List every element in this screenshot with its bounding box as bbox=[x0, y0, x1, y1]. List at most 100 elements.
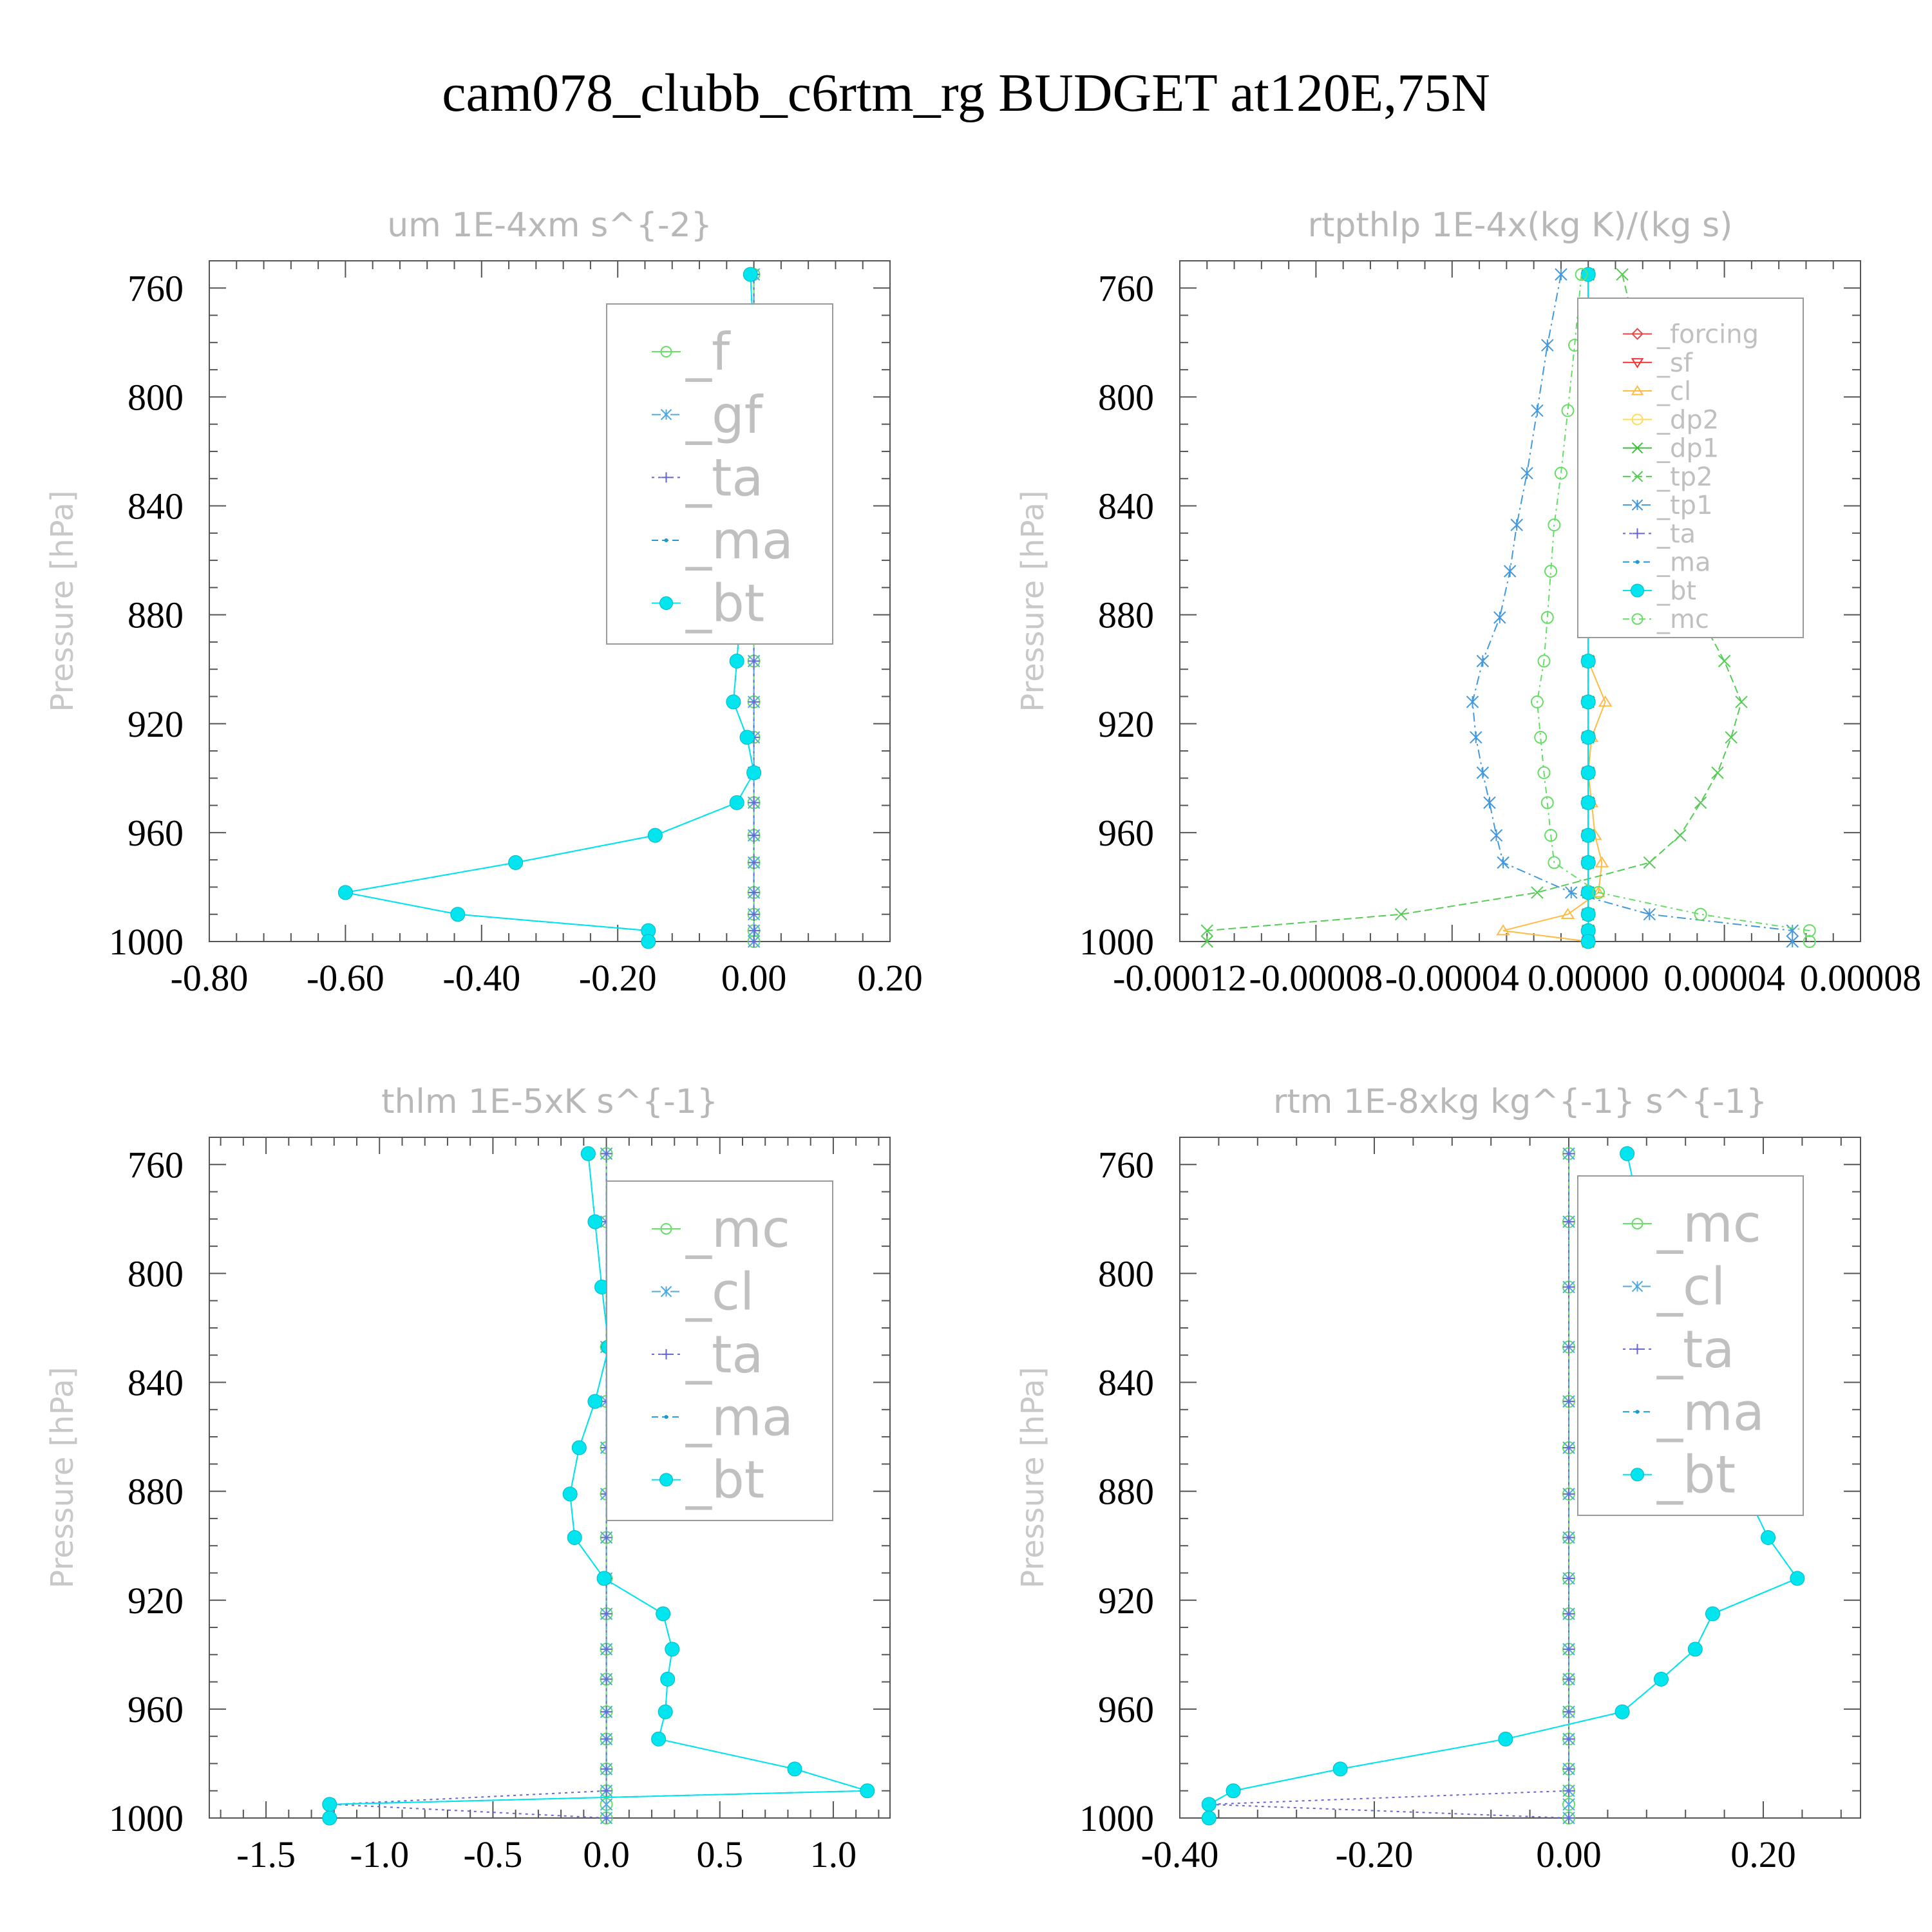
data-point bbox=[1496, 924, 1510, 936]
y-tick-label: 760 bbox=[128, 1144, 184, 1186]
y-tick-label: 1000 bbox=[109, 1797, 184, 1839]
data-point bbox=[567, 1530, 582, 1546]
data-point bbox=[600, 1763, 612, 1775]
data-point bbox=[1548, 856, 1561, 869]
data-point bbox=[1563, 1812, 1575, 1824]
data-point bbox=[1598, 695, 1613, 707]
data-point bbox=[729, 654, 744, 669]
legend-item: _ma bbox=[1623, 548, 1710, 578]
y-tick-label: 1000 bbox=[1079, 921, 1154, 963]
data-point bbox=[1595, 856, 1609, 867]
legend: _f_gf_ta_ma_bt bbox=[606, 303, 833, 645]
legend-label: _ma bbox=[685, 511, 793, 571]
data-point bbox=[1786, 924, 1799, 937]
data-point bbox=[1580, 765, 1596, 781]
legend-label: _ta bbox=[1656, 1320, 1734, 1379]
data-point bbox=[1544, 564, 1558, 578]
data-point bbox=[748, 696, 760, 708]
data-point bbox=[739, 730, 755, 745]
data-point bbox=[1563, 1785, 1575, 1797]
data-point bbox=[748, 908, 760, 920]
data-point bbox=[1332, 1761, 1348, 1777]
y-tick-label: 960 bbox=[1098, 812, 1154, 854]
data-point bbox=[1510, 518, 1523, 531]
x-tick-label: -0.40 bbox=[442, 957, 520, 999]
legend-label: _ma bbox=[685, 1387, 793, 1447]
x-tick-label: 0.00004 bbox=[1663, 957, 1785, 999]
data-point bbox=[748, 936, 760, 947]
data-point bbox=[1476, 654, 1490, 668]
panel-title: um 1E-4xm s^{-2} bbox=[387, 206, 712, 245]
data-point bbox=[748, 857, 760, 869]
data-point bbox=[600, 1531, 612, 1544]
data-point bbox=[1711, 766, 1724, 779]
series-markers-ta bbox=[1203, 1148, 1575, 1824]
y-tick-label: 1000 bbox=[1079, 1797, 1154, 1839]
y-tick-label: 920 bbox=[1098, 703, 1154, 745]
legend-label: _f bbox=[685, 322, 731, 382]
data-point bbox=[1540, 796, 1554, 810]
data-point bbox=[600, 1148, 612, 1160]
legend-label: _gf bbox=[685, 385, 764, 445]
data-point bbox=[1563, 1281, 1575, 1293]
x-tick-label: -1.5 bbox=[236, 1833, 296, 1875]
data-point bbox=[600, 1673, 612, 1685]
legend-item: _f bbox=[652, 322, 731, 382]
data-point bbox=[600, 1733, 612, 1745]
series-line-ta bbox=[1209, 1153, 1569, 1819]
data-point bbox=[1563, 1441, 1575, 1454]
legend-item: _mc bbox=[652, 1199, 790, 1259]
legend-label: _ta bbox=[1656, 519, 1696, 549]
data-point bbox=[580, 1146, 596, 1161]
y-axis-label: Pressure [hPa] bbox=[1015, 490, 1051, 712]
legend-item: _bt bbox=[652, 574, 764, 634]
y-tick-label: 960 bbox=[128, 1689, 184, 1730]
series-markers-ta bbox=[328, 1148, 612, 1824]
panel-1: um 1E-4xm s^{-2} Pressure [hPa] 760 800 840 8… bbox=[44, 206, 923, 999]
data-point bbox=[1674, 829, 1687, 842]
data-point bbox=[1580, 907, 1596, 922]
legend-item: _cl bbox=[652, 1262, 754, 1321]
y-tick-label: 880 bbox=[1098, 1471, 1154, 1513]
data-point bbox=[1563, 1148, 1575, 1160]
series-line-tp1 bbox=[1472, 274, 1794, 942]
data-point bbox=[1803, 935, 1816, 948]
y-axis-label: Pressure [hPa] bbox=[1015, 1367, 1051, 1588]
data-point bbox=[748, 829, 760, 842]
legend-label: _mc bbox=[1656, 1194, 1761, 1254]
y-tick-label: 960 bbox=[128, 812, 184, 854]
y-tick-label: 840 bbox=[128, 1362, 184, 1404]
data-point bbox=[1563, 1673, 1575, 1685]
data-point bbox=[1563, 1763, 1575, 1775]
x-tick-label: -0.00004 bbox=[1385, 957, 1519, 999]
data-point bbox=[1490, 829, 1503, 842]
data-point bbox=[1761, 1530, 1776, 1546]
data-point bbox=[1575, 268, 1588, 281]
legend-item: _ma bbox=[652, 511, 793, 571]
x-tick-label: -0.20 bbox=[1336, 1833, 1414, 1875]
data-point bbox=[1643, 856, 1656, 869]
y-tick-label: 920 bbox=[1098, 1580, 1154, 1622]
data-point bbox=[1555, 268, 1567, 281]
x-tick-label: 0.00008 bbox=[1800, 957, 1922, 999]
y-tick-label: 800 bbox=[1098, 1253, 1154, 1294]
data-point bbox=[1201, 1797, 1217, 1812]
x-tick-label: -1.0 bbox=[350, 1833, 409, 1875]
legend-item: _ma bbox=[652, 1387, 793, 1447]
data-point bbox=[746, 765, 762, 781]
data-point bbox=[1531, 404, 1544, 417]
x-tick-label: -0.00008 bbox=[1249, 957, 1383, 999]
data-point bbox=[1563, 1643, 1575, 1655]
legend-label: _tp2 bbox=[1656, 462, 1713, 492]
data-point bbox=[1503, 565, 1517, 578]
panel-title: thlm 1E-5xK s^{-1} bbox=[381, 1083, 718, 1121]
x-tick-label: -0.20 bbox=[579, 957, 657, 999]
plot-frame bbox=[209, 1137, 891, 1819]
data-point bbox=[1580, 828, 1596, 843]
legend-label: _ta bbox=[685, 448, 763, 507]
data-point bbox=[337, 885, 353, 900]
legend-item: _dp1 bbox=[1623, 434, 1719, 464]
data-point bbox=[1580, 694, 1596, 710]
legend-item: _ta bbox=[1623, 1320, 1734, 1379]
data-point bbox=[726, 694, 741, 710]
